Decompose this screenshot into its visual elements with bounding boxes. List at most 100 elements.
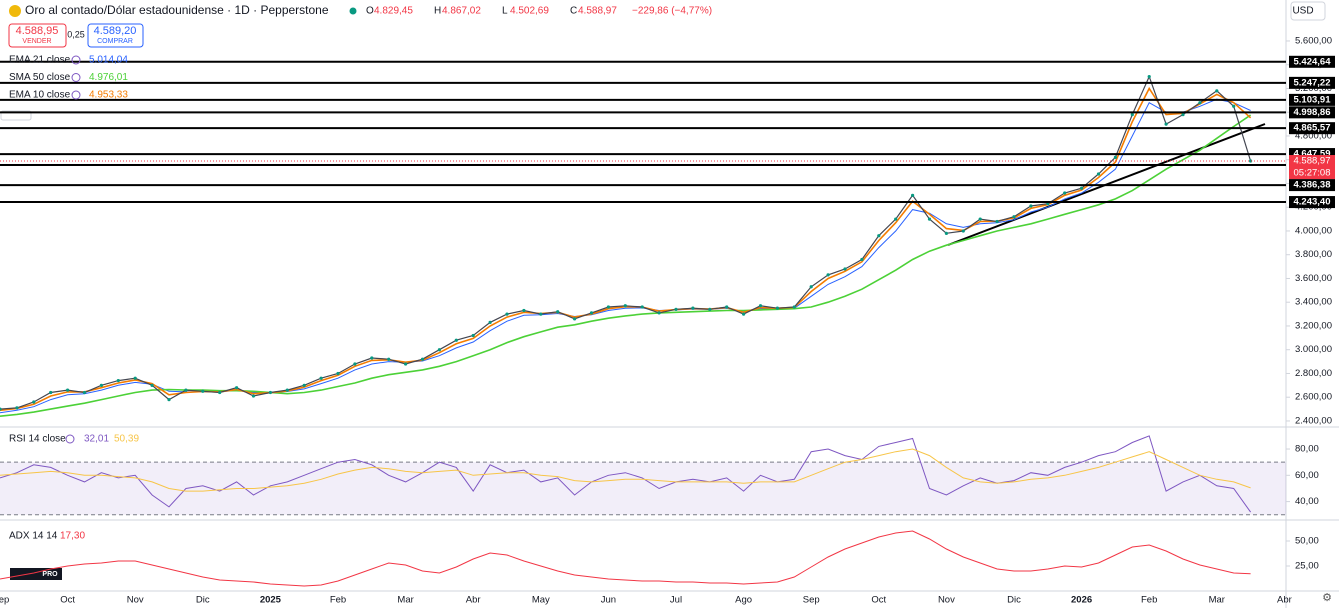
adx-title[interactable]: ADX 14 14 <box>9 531 58 542</box>
legend-name[interactable]: EMA 10 close <box>9 90 71 101</box>
legend-value: 5.014,04 <box>89 55 128 66</box>
logo-text: PRO <box>42 571 58 578</box>
y-tick-label: 3.600,00 <box>1295 273 1332 284</box>
market-status <box>349 7 357 15</box>
close-point <box>0 407 2 411</box>
close-point <box>116 378 120 383</box>
buy-label[interactable]: COMPRAR <box>97 38 133 45</box>
currency-button[interactable] <box>1290 1 1326 21</box>
close-point <box>1181 112 1185 117</box>
currency[interactable]: USD <box>1292 6 1313 17</box>
close-point <box>1198 101 1202 105</box>
close-point <box>640 305 644 309</box>
close-point <box>758 304 763 308</box>
ohlc-key: C <box>570 6 577 17</box>
close-point <box>539 312 543 316</box>
close-point <box>319 376 323 380</box>
x-tick-label: Jun <box>601 595 616 606</box>
ohlc-key: L <box>502 6 508 17</box>
level-label: 4.243,40 <box>1294 197 1331 208</box>
close-point <box>911 193 915 197</box>
close-point <box>877 234 881 238</box>
x-tick-label: Ago <box>735 595 752 606</box>
close-point <box>420 357 425 361</box>
close-point <box>556 310 560 314</box>
level-label-box <box>1289 106 1335 119</box>
sell-button[interactable] <box>8 23 67 48</box>
x-tick-label: 2025 <box>260 595 282 606</box>
buy-button[interactable] <box>87 23 144 48</box>
legend-value: 4.976,01 <box>89 72 128 83</box>
level-label: 4.647,59 <box>1294 149 1331 160</box>
sell-price[interactable]: 4.588,95 <box>16 25 59 37</box>
x-tick-label: Oct <box>871 595 886 606</box>
symbol-icon <box>9 5 21 17</box>
series-line <box>0 435 1252 513</box>
y-tick-label: 50,00 <box>1295 536 1319 547</box>
close-point <box>150 383 154 387</box>
close-point <box>1164 122 1168 126</box>
legend-icon <box>71 55 81 65</box>
level-label-box <box>1289 179 1335 192</box>
x-tick-label: Sep <box>803 595 820 606</box>
close-point <box>522 308 526 313</box>
close-point <box>336 371 340 376</box>
close-point <box>488 320 492 325</box>
x-tick-label: May <box>532 595 550 606</box>
close-point <box>742 312 746 316</box>
sell-label[interactable]: VENDER <box>22 38 51 45</box>
close-point <box>285 388 289 392</box>
close-point <box>1113 155 1117 159</box>
x-tick-label: Mar <box>1209 595 1225 606</box>
legend-icon <box>71 73 81 82</box>
level-label: 4.998,86 <box>1294 107 1331 118</box>
close-point <box>809 285 813 289</box>
close-point <box>49 390 53 395</box>
legend-name[interactable]: EMA 21 close <box>9 55 71 66</box>
symbol-title[interactable]: Oro al contado/Dólar estadounidense · 1D… <box>25 3 329 17</box>
close-point <box>454 338 458 342</box>
close-point <box>961 229 965 233</box>
last-price-box <box>1289 155 1335 180</box>
y-tick-label: 2.800,00 <box>1295 368 1332 379</box>
series-line <box>0 114 1252 417</box>
ohlc-key: H <box>434 6 441 17</box>
legend-icon <box>65 434 75 444</box>
close-point <box>995 219 999 224</box>
x-tick-label: 2026 <box>1071 595 1092 606</box>
x-tick-label: Oct <box>60 595 75 606</box>
close-point <box>1029 204 1033 208</box>
x-tick-label: Mar <box>397 595 413 606</box>
close-point <box>978 217 982 221</box>
close-point <box>201 389 205 393</box>
legend-name[interactable]: SMA 50 close <box>9 72 71 83</box>
adx-value: 17,30 <box>60 531 85 542</box>
close-point <box>235 386 239 390</box>
rsi-title[interactable]: RSI 14 close <box>9 434 66 445</box>
close-point <box>15 406 19 410</box>
buy-price[interactable]: 4.589,20 <box>94 25 137 37</box>
close-point <box>1232 104 1236 108</box>
close-point <box>792 305 796 309</box>
level-label-box <box>1289 122 1335 135</box>
y-tick-label: 2.400,00 <box>1295 415 1332 426</box>
level-label-box <box>1289 55 1335 68</box>
y-tick-label: 25,00 <box>1295 561 1319 572</box>
close-point <box>302 383 306 387</box>
y-tick-label: 3.200,00 <box>1295 320 1332 331</box>
close-point <box>1147 74 1151 79</box>
close-point <box>404 362 408 366</box>
last-price-label: 4.588,97 <box>1294 156 1331 167</box>
settings-icon[interactable]: ⚙ <box>1322 592 1332 604</box>
close-point <box>218 390 222 395</box>
close-point <box>708 307 712 311</box>
close-point <box>860 257 864 262</box>
ohlc-value: 4.829,45 <box>374 6 413 17</box>
close-point <box>657 311 661 315</box>
level-label-box <box>1289 76 1335 89</box>
y-tick-label: 60,00 <box>1295 470 1319 481</box>
x-tick-label: Dic <box>196 595 210 606</box>
close-point <box>1096 172 1101 176</box>
close-point <box>66 388 70 392</box>
